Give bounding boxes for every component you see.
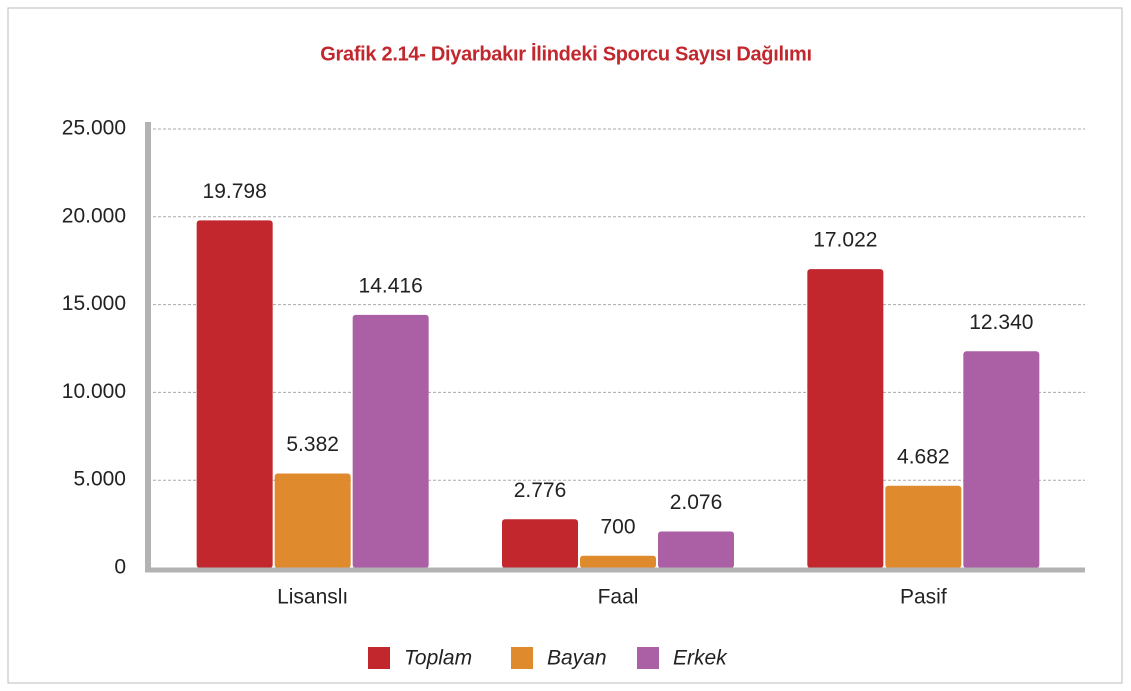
value-label: 4.682 — [897, 445, 950, 468]
frame — [7, 7, 1123, 684]
y-tick-label: 5.000 — [73, 468, 126, 491]
legend-swatch — [368, 647, 390, 669]
y-tick-label: 20.000 — [62, 204, 126, 227]
legend-swatch — [637, 647, 659, 669]
x-tick-label: Faal — [598, 586, 639, 609]
value-label: 12.340 — [969, 311, 1033, 334]
bar — [807, 269, 884, 568]
bar — [196, 220, 273, 569]
bar — [658, 531, 734, 568]
y-tick-label: 0 — [114, 556, 126, 579]
y-tick-label: 15.000 — [62, 292, 126, 315]
legend-label: Erkek — [673, 647, 728, 670]
value-label: 17.022 — [813, 229, 877, 252]
legend-swatch — [511, 647, 533, 669]
value-label: 2.776 — [514, 479, 567, 502]
value-label: 2.076 — [670, 491, 723, 514]
chart-title: Grafik 2.14- Diyarbakır İlindeki Sporcu … — [320, 42, 811, 65]
value-label: 19.798 — [203, 180, 267, 203]
value-label: 5.382 — [286, 433, 339, 456]
bar — [885, 485, 962, 568]
legend-label: Toplam — [404, 647, 472, 670]
bar — [352, 314, 429, 568]
value-label: 700 — [600, 515, 635, 538]
bar — [580, 555, 656, 568]
value-label: 14.416 — [359, 274, 423, 297]
legend-label: Bayan — [547, 647, 607, 670]
bar — [963, 351, 1040, 568]
bar — [274, 473, 351, 568]
bar — [502, 519, 578, 568]
x-tick-label: Lisanslı — [277, 586, 348, 609]
x-tick-label: Pasif — [900, 586, 947, 609]
y-tick-label: 10.000 — [62, 380, 126, 403]
y-tick-label: 25.000 — [62, 117, 126, 140]
